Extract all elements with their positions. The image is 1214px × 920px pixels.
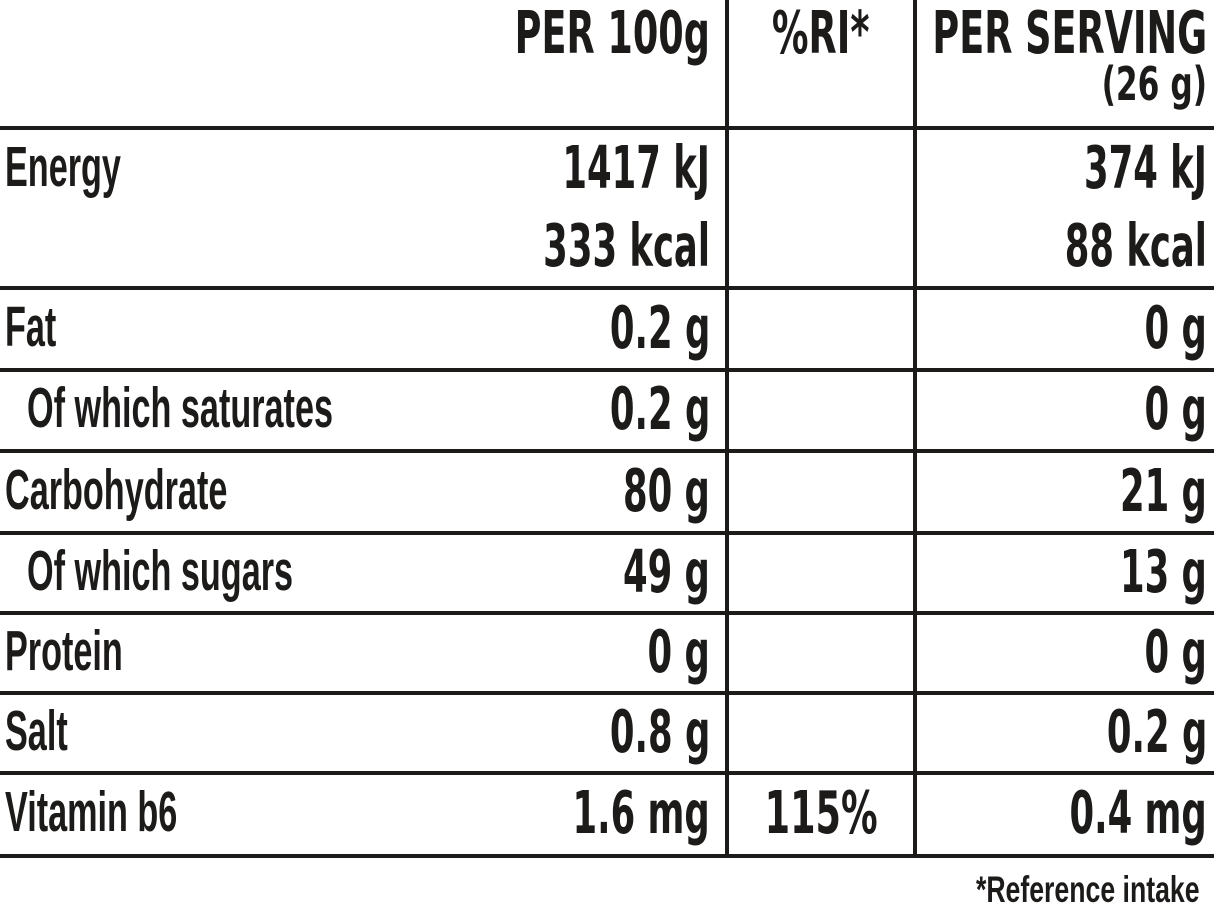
energy-per-100g-values: 1417 kJ 333 kcal bbox=[432, 130, 710, 286]
per-100g-value: 1.6 mg bbox=[572, 778, 710, 847]
per-100g-value: 80 g bbox=[623, 455, 710, 525]
header-ri: %RI* bbox=[772, 0, 870, 67]
table-row-protein: Protein 0 g 0 g bbox=[0, 615, 1214, 695]
per-serving-value: 0.4 mg bbox=[1069, 778, 1207, 847]
energy-per-100g-cell: Energy 1417 kJ 333 kcal bbox=[0, 130, 725, 286]
per-serving-value-kcal: 88 kcal bbox=[1064, 210, 1207, 280]
per-serving-value: 0 g bbox=[1144, 374, 1207, 443]
per-100g-value: 0.8 g bbox=[609, 696, 710, 766]
per-100g-value-kcal: 333 kcal bbox=[543, 210, 710, 280]
energy-per-serving-cell: 374 kJ 88 kcal bbox=[917, 130, 1214, 286]
energy-ri-cell bbox=[725, 130, 917, 286]
per-100g-value: 0 g bbox=[647, 616, 710, 686]
row-label: Of which sugars bbox=[27, 538, 294, 603]
per-serving-value: 0.2 g bbox=[1106, 696, 1207, 766]
ri-value: 115% bbox=[764, 778, 878, 847]
table-row-saturates: Of which saturates 0.2 g 0 g bbox=[0, 372, 1214, 453]
table-header-row: PER 100g %RI* PER SERVING (26 g) bbox=[0, 0, 1214, 130]
per-100g-value: 0.2 g bbox=[609, 374, 710, 443]
per-serving-value: 13 g bbox=[1120, 536, 1207, 606]
reference-intake-note: *Reference intake bbox=[976, 868, 1200, 910]
row-label: Vitamin b6 bbox=[5, 780, 178, 844]
per-100g-value: 0.2 g bbox=[609, 292, 710, 362]
table-row-salt: Salt 0.8 g 0.2 g bbox=[0, 695, 1214, 775]
row-label: Carbohydrate bbox=[5, 457, 228, 522]
energy-per-serving-values: 374 kJ 88 kcal bbox=[970, 130, 1207, 286]
per-serving-value: 0 g bbox=[1144, 292, 1207, 362]
header-per-100g: PER 100g bbox=[514, 0, 710, 67]
row-label: Protein bbox=[5, 618, 123, 683]
per-serving-value: 21 g bbox=[1120, 455, 1207, 525]
header-serving-size: (26 g) bbox=[1101, 57, 1207, 111]
row-label: Fat bbox=[5, 294, 57, 359]
table-row-energy: Energy 1417 kJ 333 kcal 374 kJ 88 kcal bbox=[0, 130, 1214, 290]
per-100g-value-kj: 1417 kJ bbox=[562, 132, 710, 202]
header-per-100g-cell: PER 100g bbox=[0, 0, 725, 126]
table-footer: *Reference intake bbox=[0, 858, 1214, 920]
table-row-sugars: Of which sugars 49 g 13 g bbox=[0, 535, 1214, 615]
per-serving-value-kj: 374 kJ bbox=[1084, 132, 1207, 202]
header-per-serving-cell: PER SERVING (26 g) bbox=[917, 0, 1214, 126]
table-row-vitamin-b6: Vitamin b6 1.6 mg 115% 0.4 mg bbox=[0, 775, 1214, 858]
energy-label-band: Energy bbox=[5, 130, 198, 208]
table-row-fat: Fat 0.2 g 0 g bbox=[0, 290, 1214, 372]
per-serving-value: 0 g bbox=[1144, 616, 1207, 686]
row-label: Of which saturates bbox=[27, 376, 333, 440]
row-label: Energy bbox=[5, 134, 121, 199]
row-label: Salt bbox=[5, 698, 68, 763]
header-ri-cell: %RI* bbox=[725, 0, 917, 126]
table-row-carbohydrate: Carbohydrate 80 g 21 g bbox=[0, 453, 1214, 535]
header-per-serving: PER SERVING bbox=[932, 0, 1207, 67]
per-100g-value: 49 g bbox=[623, 536, 710, 606]
